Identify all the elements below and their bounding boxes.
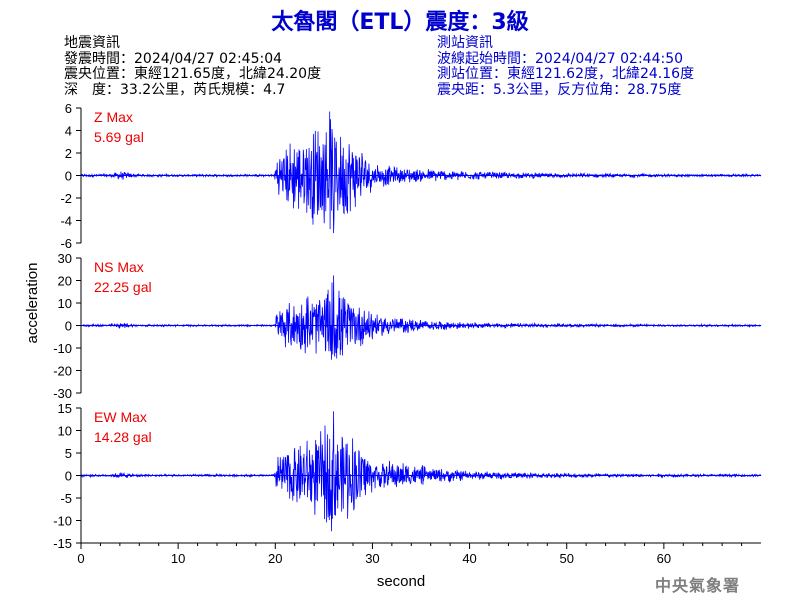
origin-time: 發震時間：2024/04/27 02:45:04 xyxy=(64,50,283,67)
y-tick-label: -10 xyxy=(53,514,72,529)
y-tick-label: 4 xyxy=(65,124,72,139)
earthquake-info-heading: 地震資訊 xyxy=(64,35,120,51)
chart-title: 太魯閣（ETL）震度：3級 xyxy=(271,10,529,35)
y-tick-label: 0 xyxy=(65,469,72,484)
max-value-ew: 14.28 gal xyxy=(94,429,152,445)
y-tick-label: -10 xyxy=(53,341,72,356)
agency-watermark: 中央氣象署 xyxy=(655,576,741,595)
x-tick-label: 0 xyxy=(77,551,84,566)
station-info: 測站資訊 波線起始時間：2024/04/27 02:44:50 測站位置：東經1… xyxy=(437,35,695,98)
max-label-ew: EW Max xyxy=(94,409,147,425)
max-label-z: Z Max xyxy=(94,109,133,125)
wave-start-time: 波線起始時間：2024/04/27 02:44:50 xyxy=(437,50,684,67)
y-tick-label: -15 xyxy=(53,536,72,551)
distance-azimuth: 震央距：5.3公里，反方位角：28.75度 xyxy=(437,81,682,98)
y-tick-label: -30 xyxy=(53,386,72,401)
y-tick-label: 20 xyxy=(58,274,72,289)
x-tick-label: 10 xyxy=(171,551,185,566)
epicenter-location: 震央位置：東經121.65度，北緯24.20度 xyxy=(64,66,322,82)
x-tick-label: 60 xyxy=(657,551,671,566)
y-tick-label: -20 xyxy=(53,364,72,379)
y-tick-label: 0 xyxy=(65,169,72,184)
y-tick-label: 15 xyxy=(58,401,72,416)
station-info-heading: 測站資訊 xyxy=(437,35,493,51)
x-axis-label: second xyxy=(377,573,425,590)
y-tick-label: 10 xyxy=(58,296,72,311)
y-axis-label: acceleration xyxy=(24,263,41,344)
y-tick-label: 5 xyxy=(65,446,72,461)
y-tick-label: 30 xyxy=(58,251,72,266)
y-tick-label: 10 xyxy=(58,424,72,439)
y-tick-label: 6 xyxy=(65,101,72,116)
station-location: 測站位置：東經121.62度，北緯24.16度 xyxy=(437,66,695,82)
trace-z xyxy=(80,111,762,234)
y-tick-label: -2 xyxy=(60,191,72,206)
y-tick-label: 0 xyxy=(65,319,72,334)
depth-magnitude: 深 度：33.2公里，芮氏規模：4.7 xyxy=(64,81,286,98)
x-tick-label: 30 xyxy=(365,551,379,566)
trace-ew xyxy=(80,411,762,532)
trace-ns xyxy=(81,275,762,360)
earthquake-info: 地震資訊 發震時間：2024/04/27 02:45:04 震央位置：東經121… xyxy=(64,35,322,98)
x-tick-label: 50 xyxy=(559,551,573,566)
max-value-z: 5.69 gal xyxy=(94,129,144,145)
y-tick-label: -4 xyxy=(60,214,72,229)
x-tick-label: 20 xyxy=(268,551,282,566)
max-label-ns: NS Max xyxy=(94,259,144,275)
max-value-ns: 22.25 gal xyxy=(94,279,152,295)
y-tick-label: -6 xyxy=(60,236,72,251)
y-tick-label: 2 xyxy=(65,146,72,161)
y-tick-label: -5 xyxy=(60,491,72,506)
x-tick-label: 40 xyxy=(462,551,476,566)
